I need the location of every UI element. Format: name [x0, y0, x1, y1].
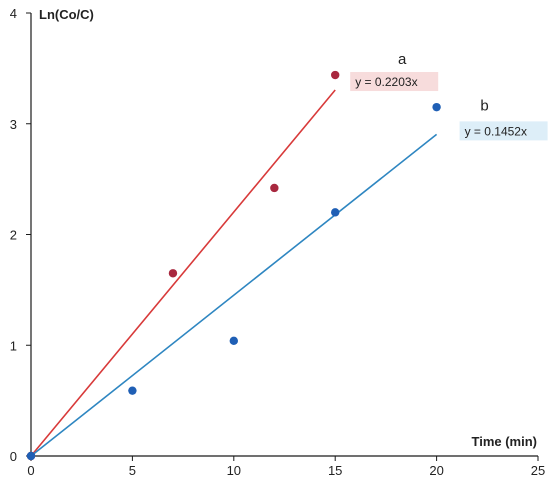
- data-point-b: [432, 102, 441, 112]
- data-point-b: [331, 208, 340, 217]
- series-name-b: b: [480, 97, 488, 114]
- tick-labels: 0 5 10 15 20 25 0 1 2 3 4: [10, 6, 545, 478]
- equation-a: y = 0.2203x: [355, 75, 417, 89]
- x-tick-label: 10: [227, 463, 241, 478]
- y-tick-label: 3: [10, 117, 17, 132]
- x-tick-label: 25: [531, 463, 545, 478]
- data-point-b: [26, 451, 36, 461]
- data-point-b: [128, 386, 137, 395]
- trendline-b: [30, 133, 438, 457]
- trendlines: [30, 89, 438, 457]
- data-points: [26, 70, 441, 461]
- data-point-a: [168, 269, 178, 278]
- data-point-a: [270, 183, 279, 193]
- equation-b: y = 0.1452x: [465, 124, 527, 138]
- trendline-a: [30, 89, 336, 457]
- series-name-a: a: [398, 51, 407, 68]
- x-tick-label: 5: [129, 463, 136, 478]
- y-axis-title: Ln(Co/C): [39, 7, 94, 22]
- x-axis-title: Time (min): [472, 434, 538, 449]
- x-tick-label: 15: [328, 463, 342, 478]
- x-tick-label: 0: [27, 463, 34, 478]
- equation-box-a: [350, 72, 439, 92]
- data-point-b: [229, 336, 238, 346]
- x-tick-label: 20: [429, 463, 443, 478]
- data-point-a: [331, 70, 340, 80]
- axes: [30, 13, 538, 457]
- y-tick-label: 4: [10, 6, 17, 21]
- y-tick-label: 2: [10, 228, 17, 243]
- series-labels: a y = 0.2203x b y = 0.1452x: [350, 51, 548, 141]
- y-tick-label: 1: [10, 338, 17, 353]
- y-tick-label: 0: [10, 449, 17, 464]
- equation-box-b: [459, 121, 548, 141]
